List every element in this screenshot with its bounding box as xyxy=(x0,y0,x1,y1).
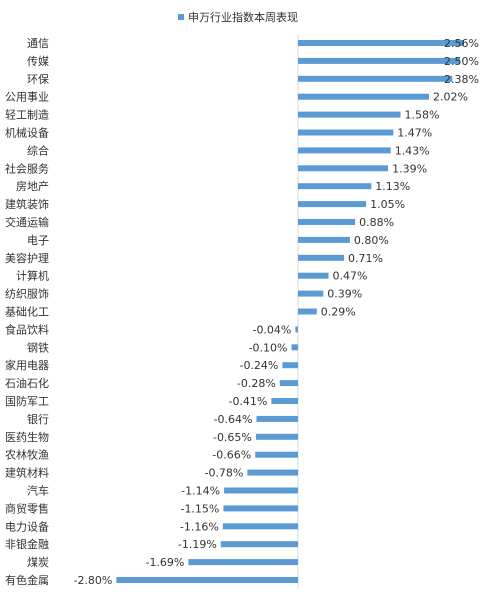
bar xyxy=(222,523,298,530)
data-label: -0.24% xyxy=(239,359,278,372)
bar xyxy=(256,415,298,422)
bar xyxy=(247,469,298,476)
category-label: 房地产 xyxy=(16,179,49,193)
bar xyxy=(298,147,391,154)
category-label: 有色金属 xyxy=(5,573,49,587)
data-label: 0.71% xyxy=(348,252,383,265)
category-label: 石油石化 xyxy=(5,376,49,390)
bar xyxy=(298,111,401,118)
data-label: -0.28% xyxy=(237,377,276,390)
category-label: 公用事业 xyxy=(5,91,49,104)
legend-label: 申万行业指数本周表现 xyxy=(188,10,298,24)
bar xyxy=(298,165,389,172)
data-label: -1.15% xyxy=(180,502,219,515)
category-label: 汽车 xyxy=(27,484,49,498)
bar xyxy=(298,40,464,46)
category-label: 通信 xyxy=(27,37,49,50)
bar xyxy=(298,129,394,136)
category-label: 传媒 xyxy=(27,55,49,68)
data-label: 1.43% xyxy=(395,144,430,157)
data-label: 0.39% xyxy=(327,288,362,301)
bar xyxy=(255,433,298,440)
data-label: 1.13% xyxy=(375,180,410,193)
category-label: 综合 xyxy=(27,143,49,157)
category-label: 电力设备 xyxy=(5,519,49,533)
bar xyxy=(298,272,329,279)
category-label: 家用电器 xyxy=(5,358,49,372)
data-label: -1.19% xyxy=(178,538,217,551)
bar xyxy=(298,57,461,64)
category-label: 轻工制造 xyxy=(5,108,49,122)
category-label: 环保 xyxy=(27,72,49,86)
category-label: 建筑装饰 xyxy=(5,197,49,211)
data-label: 1.05% xyxy=(370,198,405,211)
category-label: 电子 xyxy=(27,234,49,247)
bar xyxy=(295,326,298,333)
data-label: 1.58% xyxy=(405,109,440,122)
bar xyxy=(298,290,324,297)
bar xyxy=(298,75,453,82)
category-label: 非银金融 xyxy=(5,537,49,551)
data-label: 0.88% xyxy=(359,216,394,229)
bar xyxy=(271,398,298,404)
category-label: 国防军工 xyxy=(5,394,49,408)
data-label: 2.38% xyxy=(444,73,479,86)
bar xyxy=(298,254,344,261)
data-label: -1.14% xyxy=(181,485,220,498)
category-label: 医药生物 xyxy=(5,430,49,444)
data-label: -0.04% xyxy=(252,323,291,336)
data-label: -0.78% xyxy=(204,467,243,480)
legend-swatch xyxy=(178,14,184,20)
bar xyxy=(220,541,298,548)
data-label: -0.41% xyxy=(228,395,267,408)
category-label: 银行 xyxy=(27,412,49,426)
data-label: 1.39% xyxy=(392,162,427,175)
category-label: 社会服务 xyxy=(5,161,49,175)
category-label: 农林牧渔 xyxy=(5,448,49,462)
data-label: 1.47% xyxy=(397,127,432,140)
bar xyxy=(223,505,298,512)
data-label: -1.16% xyxy=(180,520,219,533)
bar xyxy=(116,577,299,583)
bar xyxy=(298,93,429,100)
category-label: 煤炭 xyxy=(27,556,49,569)
data-label: -2.80% xyxy=(73,574,112,587)
data-label: -0.64% xyxy=(214,413,253,426)
category-label: 建筑材料 xyxy=(5,466,49,480)
bar xyxy=(224,487,298,494)
category-label: 钢铁 xyxy=(27,341,49,354)
category-label: 食品饮料 xyxy=(5,322,49,336)
legend: 申万行业指数本周表现 xyxy=(178,10,298,24)
bar xyxy=(298,201,367,208)
bar xyxy=(279,380,298,387)
plot-area: 通信 2.56% 传媒 2.50% 环保 2.38% 公用事业 2.02% 轻工制造 1.58% 机… xyxy=(5,34,479,589)
data-label: -0.66% xyxy=(212,449,251,462)
bar xyxy=(298,219,356,225)
bar xyxy=(298,308,317,315)
data-label: 2.56% xyxy=(444,37,479,50)
data-label: -1.69% xyxy=(145,556,184,569)
data-label: 2.02% xyxy=(433,91,468,104)
data-label: 2.50% xyxy=(444,55,479,68)
data-label: 0.80% xyxy=(354,234,389,247)
category-label: 商贸零售 xyxy=(5,501,49,515)
data-label: -0.65% xyxy=(213,431,252,444)
data-label: -0.10% xyxy=(249,341,288,354)
category-label: 交通运输 xyxy=(5,215,49,229)
category-label: 基础化工 xyxy=(5,305,49,319)
bar xyxy=(291,344,298,351)
data-label: 0.47% xyxy=(333,270,368,283)
bar xyxy=(255,451,298,458)
data-label: 0.29% xyxy=(321,306,356,319)
category-label: 计算机 xyxy=(16,269,49,283)
category-label: 美容护理 xyxy=(5,251,49,265)
bar xyxy=(298,236,350,243)
bar xyxy=(298,183,372,190)
bar xyxy=(188,559,298,566)
bar xyxy=(282,362,298,369)
category-label: 机械设备 xyxy=(5,126,49,140)
category-label: 纺织服饰 xyxy=(5,287,49,301)
